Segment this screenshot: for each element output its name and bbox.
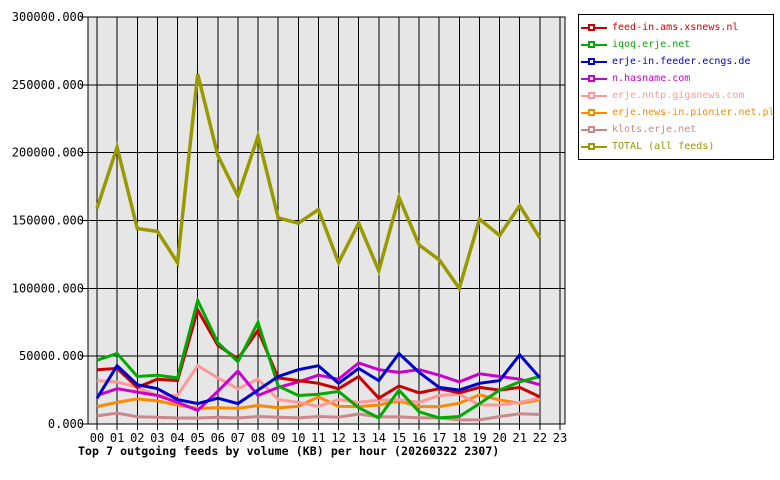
legend: feed-in.ams.xsnews.nl iqoq.erje.net erje-i… [578,14,775,160]
legend-item: erje.nntp.giganews.com [581,87,771,104]
y-tick-label: 50000.000 [19,349,84,363]
legend-line-marker-icon [581,108,607,117]
legend-label: klots.erje.net [612,124,697,135]
x-tick-label: 15 [392,431,406,445]
y-tick-label: 300000.000 [12,10,84,24]
y-tick-label: 200000.000 [12,146,84,160]
legend-label: n.hasname.com [612,73,691,84]
y-tick-label: 0.000 [48,417,84,431]
legend-item: klots.erje.net [581,121,771,138]
series-line [96,296,541,420]
legend-label: iqoq.erje.net [612,39,691,50]
legend-label: TOTAL (all feeds) [612,141,715,152]
legend-item: n.hasname.com [581,70,771,87]
legend-label: erje-in.feeder.ecngs.de [612,56,751,67]
series-line [96,411,540,422]
x-tick-label: 17 [432,431,446,445]
x-tick-label: 08 [251,431,265,445]
legend-label: erje.nntp.giganews.com [612,90,745,101]
legend-item: erje-in.feeder.ecngs.de [581,53,771,70]
series-line [95,73,542,293]
legend-item: feed-in.ams.xsnews.nl [581,19,771,36]
x-tick-label: 03 [150,431,164,445]
legend-item: erje.news-in.pionier.net.pl [581,104,775,121]
x-tick-label: 05 [190,431,204,445]
legend-item: iqoq.erje.net [581,36,771,53]
x-tick-label: 02 [130,431,144,445]
x-tick-label: 23 [553,431,567,445]
x-tick-label: 07 [231,431,245,445]
x-tick-label: 04 [170,431,184,445]
legend-line-marker-icon [581,23,607,32]
series-line [96,361,541,413]
x-tick-label: 16 [412,431,426,445]
legend-label: feed-in.ams.xsnews.nl [612,22,739,33]
x-tick-label: 20 [492,431,506,445]
x-tick-label: 22 [533,431,547,445]
x-tick-label: 00 [90,431,104,445]
legend-line-marker-icon [581,91,607,100]
legend-label: erje.news-in.pionier.net.pl [612,107,775,118]
x-tick-label: 19 [472,431,486,445]
x-tick-label: 11 [311,431,325,445]
y-tick-label: 100000.000 [12,281,84,295]
y-tick-label: 150000.000 [12,214,84,228]
legend-line-marker-icon [581,142,607,151]
x-tick-label: 14 [372,431,386,445]
x-tick-label: 06 [211,431,225,445]
plot-border [87,16,566,425]
legend-line-marker-icon [581,125,607,134]
x-tick-label: 09 [271,431,285,445]
x-tick-label: 18 [452,431,466,445]
legend-item: TOTAL (all feeds) [581,138,771,155]
series-line [96,393,541,410]
series-line [96,306,541,401]
x-tick-label: 21 [512,431,526,445]
legend-line-marker-icon [581,74,607,83]
x-tick-label: 12 [331,431,345,445]
chart-title: Top 7 outgoing feeds by volume (KB) per … [78,444,500,458]
series-line [95,351,542,406]
y-tick-label: 250000.000 [12,78,84,92]
x-tick-label: 10 [291,431,305,445]
x-tick-label: 13 [351,431,365,445]
legend-line-marker-icon [581,40,607,49]
legend-line-marker-icon [581,57,607,66]
x-tick-label: 01 [110,431,124,445]
